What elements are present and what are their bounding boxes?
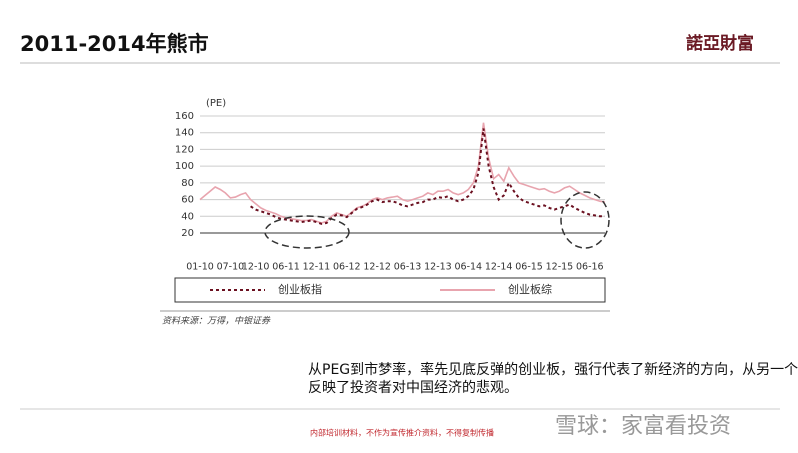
x-tick-label: 06-12	[333, 262, 361, 273]
y-tick-label: 80	[181, 178, 194, 189]
x-tick-label: 01-10	[186, 262, 214, 273]
body-line: 反映了投资者对中国经济的悲观。	[308, 379, 518, 396]
legend-label: 创业板综	[508, 282, 552, 296]
series-line	[250, 128, 605, 225]
y-tick-label: 40	[181, 211, 194, 222]
x-tick-label: 06-13	[394, 262, 422, 273]
slide-title: 2011-2014年熊市	[20, 32, 209, 56]
y-tick-label: 100	[175, 161, 194, 172]
y-tick-label: 60	[181, 195, 194, 206]
x-tick-label: 06-11	[272, 262, 300, 273]
watermark: 雪球：家富看投资	[555, 414, 731, 439]
x-tick-label: 12-11	[303, 262, 331, 273]
highlight-circle	[560, 191, 610, 249]
legend	[174, 277, 606, 303]
y-axis-label: (PE)	[206, 98, 226, 109]
logo: 諾亞財富	[686, 33, 754, 54]
footer: 内部培训材料，不作为宣传推介资料，不得复制传播	[310, 428, 494, 438]
body-line: 从PEG到市梦率，率先见底反弹的创业板，强行代表了新经济的方向，从另一个侧面	[308, 361, 798, 378]
x-tick-label: 06-16	[576, 262, 604, 273]
y-tick-label: 140	[175, 128, 194, 139]
x-tick-label: 12-15	[546, 262, 574, 273]
x-tick-label: 12-10	[242, 262, 270, 273]
series-line	[199, 122, 606, 224]
x-tick-label: 07-10	[217, 262, 245, 273]
x-tick-label: 06-14	[455, 262, 483, 273]
x-tick-label: 06-15	[515, 262, 543, 273]
x-tick-label: 12-12	[363, 262, 391, 273]
legend-items: 创业板指 创业板综	[210, 282, 552, 296]
highlight-circle	[264, 215, 350, 249]
y-tick-label: 160	[175, 111, 194, 122]
legend-label: 创业板指	[278, 282, 322, 296]
y-tick-label: 20	[181, 228, 194, 239]
x-tick-label: 12-14	[485, 262, 513, 273]
source: 资料来源：万得，中银证券	[162, 316, 271, 327]
x-tick-label: 12-13	[424, 262, 452, 273]
y-tick-label: 120	[175, 144, 194, 155]
